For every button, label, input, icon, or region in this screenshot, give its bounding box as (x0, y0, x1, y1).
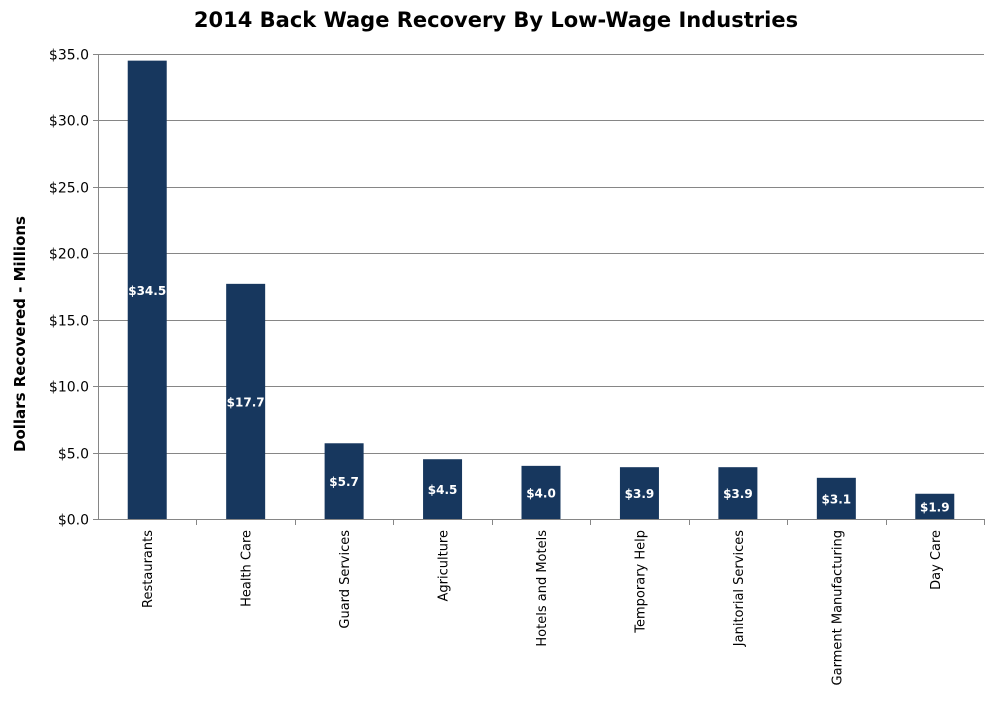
bar-data-label: $5.7 (329, 475, 359, 489)
x-category-label: Agriculture (437, 530, 452, 602)
y-tick-label: $10.0 (49, 380, 89, 396)
labels: $0.0 $5.0 $10.0 $15.0 $20.0 $25.0 $30.0 $35.0 Re… (49, 48, 950, 686)
y-tick-label: $0.0 (58, 513, 89, 529)
bar (226, 283, 266, 519)
bar-data-label: $1.9 (920, 500, 950, 514)
x-category-label: Temporary Help (633, 530, 648, 634)
bar-data-label: $17.7 (227, 395, 265, 409)
y-tick-label: $15.0 (49, 314, 89, 330)
bars (127, 60, 955, 520)
bar (521, 465, 561, 519)
bar-data-label: $4.5 (428, 483, 458, 497)
bar-data-label: $34.5 (128, 284, 166, 298)
x-category-label: Garment Manufacturing (830, 530, 845, 685)
y-tick-label: $30.0 (49, 114, 89, 130)
y-tick-label: $35.0 (49, 48, 89, 64)
chart-title: 2014 Back Wage Recovery By Low-Wage Indu… (193, 8, 799, 32)
bar-data-label: $4.0 (526, 486, 556, 500)
x-category-label: Day Care (929, 530, 944, 590)
bar-data-label: $3.9 (625, 487, 655, 501)
x-category-label: Janitorial Services (732, 530, 747, 647)
y-tick-label: $20.0 (49, 247, 89, 263)
bar-data-label: $3.1 (822, 492, 852, 506)
x-category-label: Guard Services (338, 530, 353, 629)
bar-data-label: $3.9 (723, 487, 753, 501)
x-category-label: Health Care (240, 530, 255, 607)
axes (93, 54, 985, 525)
bar (718, 467, 758, 519)
bar (127, 60, 167, 520)
x-category-label: Restaurants (141, 530, 156, 608)
bar (423, 459, 463, 519)
bar (915, 493, 955, 519)
bar (816, 477, 856, 519)
bar (619, 467, 659, 519)
y-tick-label: $25.0 (49, 181, 89, 197)
x-category-label: Hotels and Motels (535, 530, 550, 647)
bar (324, 443, 364, 519)
y-tick-label: $5.0 (58, 447, 89, 463)
